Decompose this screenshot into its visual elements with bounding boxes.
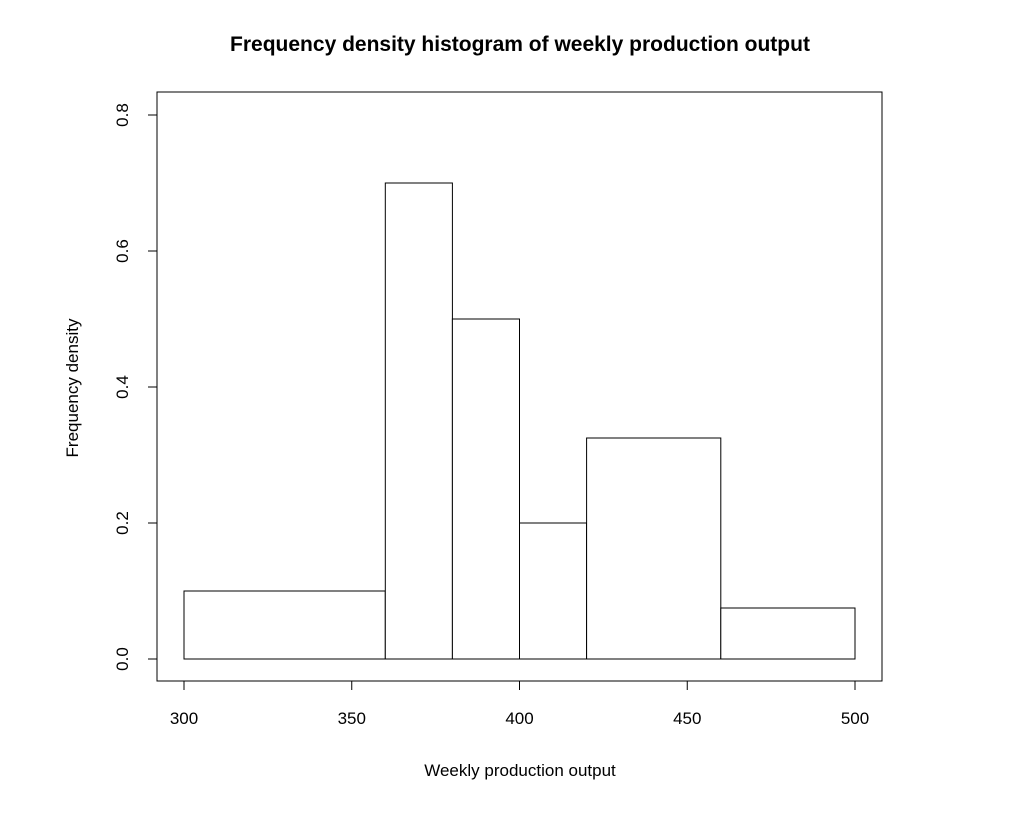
- histogram-bar-460-500: [720, 607, 856, 660]
- histogram-bar-300-360: [183, 590, 386, 660]
- x-tick-label-500: 500: [841, 709, 869, 728]
- x-tick-label-300: 300: [170, 709, 198, 728]
- x-axis-label: Weekly production output: [424, 761, 616, 780]
- x-tick-label-350: 350: [338, 709, 366, 728]
- histogram-bar-400-420: [519, 522, 588, 660]
- x-tick-label-400: 400: [505, 709, 533, 728]
- histogram-bars: [183, 182, 856, 660]
- y-tick-label-0.6: 0.6: [113, 239, 132, 263]
- histogram-bar-420-460: [586, 437, 722, 660]
- y-tick-label-0.0: 0.0: [113, 647, 132, 671]
- y-axis-label: Frequency density: [63, 318, 82, 457]
- y-tick-label-0.2: 0.2: [113, 511, 132, 535]
- x-axis: 300 350 400 450 500: [170, 680, 869, 728]
- histogram-bar-380-400: [451, 318, 520, 660]
- y-tick-label-0.4: 0.4: [113, 375, 132, 399]
- y-axis: 0.0 0.2 0.4 0.6 0.8: [113, 103, 158, 671]
- chart-title: Frequency density histogram of weekly pr…: [230, 33, 810, 56]
- x-tick-label-450: 450: [673, 709, 701, 728]
- histogram-bar-360-380: [384, 182, 453, 660]
- y-tick-label-0.8: 0.8: [113, 103, 132, 127]
